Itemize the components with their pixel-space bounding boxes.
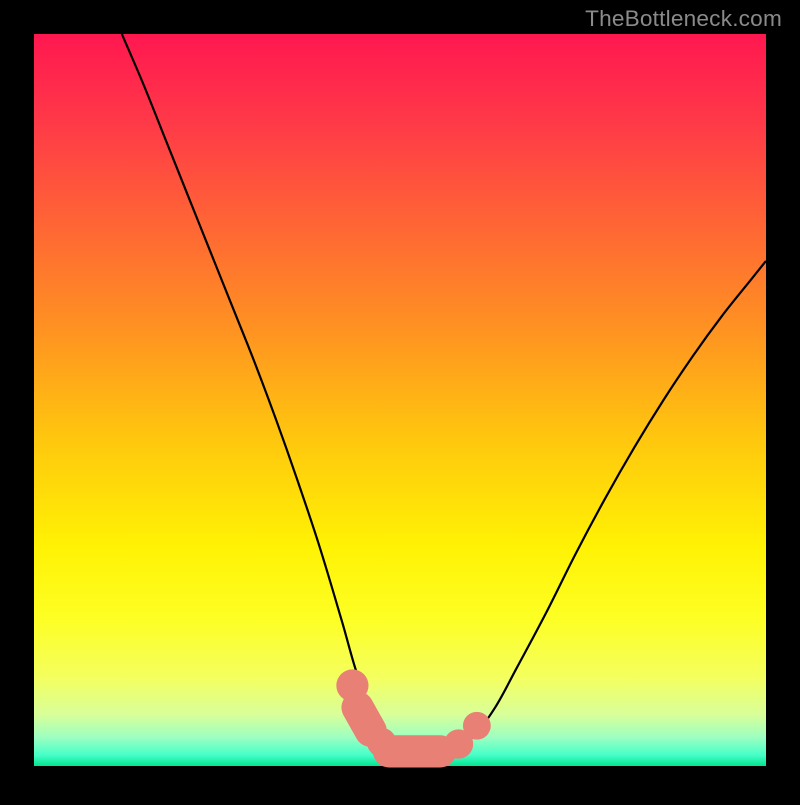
bottleneck-chart-svg — [0, 0, 800, 800]
watermark-text: TheBottleneck.com — [585, 6, 782, 32]
chart-container — [0, 0, 800, 800]
chart-background-gradient — [34, 34, 766, 766]
